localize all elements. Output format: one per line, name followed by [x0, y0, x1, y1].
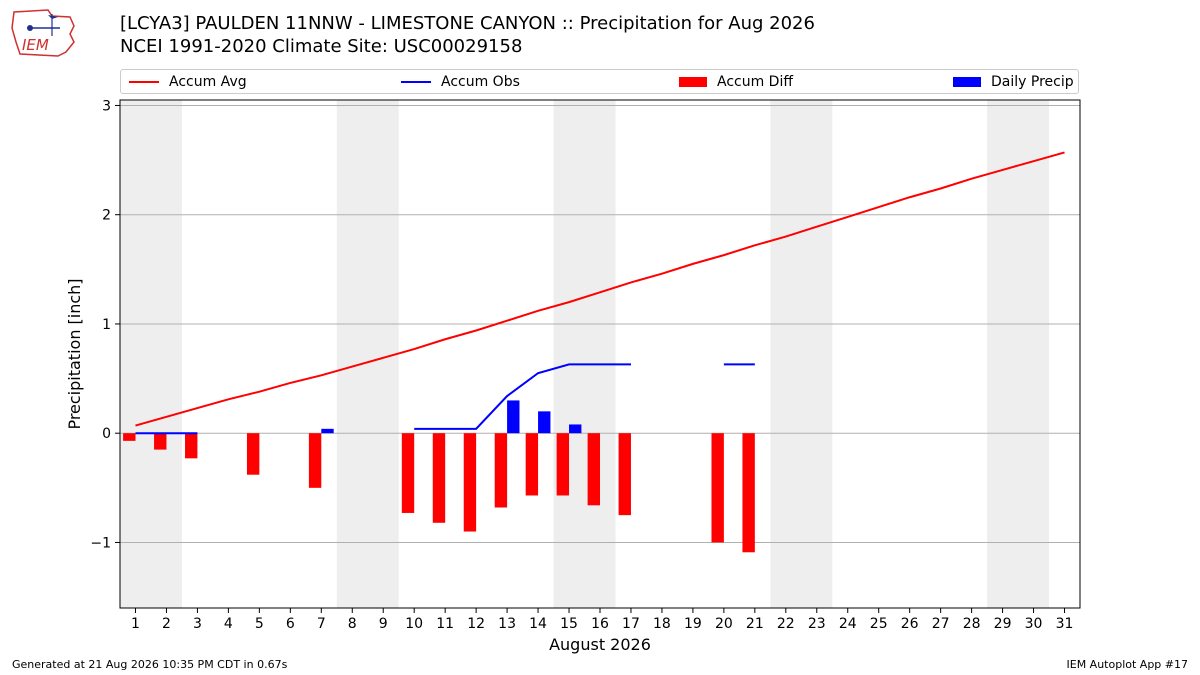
- y-tick-label-0: −1: [90, 535, 111, 551]
- x-tick-label-23: 23: [808, 616, 826, 632]
- weekend-band-2: [336, 100, 399, 608]
- legend-swatch-diff: [679, 76, 707, 87]
- legend-item-accum-diff: Accum Diff: [679, 70, 793, 93]
- legend-label-accum-avg: Accum Avg: [169, 73, 247, 90]
- y-tick-label-3: 2: [102, 208, 111, 224]
- x-tick-label-4: 4: [224, 616, 233, 632]
- app-note: IEM Autoplot App #17: [1066, 658, 1189, 671]
- x-tick-label-6: 6: [286, 616, 295, 632]
- y-tick-label-4: 3: [102, 98, 111, 114]
- accum-diff-bar-1: [123, 433, 136, 441]
- iem-logo: IEM: [11, 9, 75, 57]
- chart-title: [LCYA3] PAULDEN 11NNW - LIMESTONE CANYON…: [120, 12, 815, 58]
- x-tick-label-11: 11: [436, 616, 454, 632]
- x-tick-label-15: 15: [560, 616, 578, 632]
- x-tick-label-21: 21: [746, 616, 764, 632]
- generated-note: Generated at 21 Aug 2026 10:35 PM CDT in…: [12, 658, 288, 671]
- x-tick-label-29: 29: [994, 616, 1012, 632]
- accum-diff-bar-14: [525, 433, 539, 496]
- daily-precip-bar-7: [321, 428, 334, 434]
- accum-diff-bar-16: [587, 433, 600, 506]
- daily-precip-bar-15: [569, 424, 582, 434]
- accum-diff-bar-20: [711, 433, 724, 543]
- legend-label-accum-diff: Accum Diff: [717, 73, 794, 90]
- legend-swatch-obs: [401, 80, 431, 83]
- accum-diff-bar-13: [494, 433, 508, 508]
- title-line-1: [LCYA3] PAULDEN 11NNW - LIMESTONE CANYON…: [120, 13, 815, 34]
- daily-precip-bar-14: [538, 411, 551, 434]
- y-axis-label: Precipitation [inch]: [65, 278, 84, 429]
- x-tick-label-31: 31: [1056, 616, 1074, 632]
- title-line-2: NCEI 1991-2020 Climate Site: USC00029158: [120, 36, 523, 57]
- x-tick-label-8: 8: [348, 616, 357, 632]
- y-tick-label-1: 0: [102, 426, 111, 442]
- x-tick-label-16: 16: [591, 616, 609, 632]
- accum-diff-bar-2: [154, 433, 167, 450]
- x-tick-label-17: 17: [622, 616, 640, 632]
- accum-diff-bar-15: [556, 433, 570, 496]
- x-tick-label-5: 5: [255, 616, 264, 632]
- legend-label-accum-obs: Accum Obs: [441, 73, 520, 90]
- accum-diff-bar-12: [463, 433, 477, 532]
- x-tick-label-25: 25: [870, 616, 888, 632]
- logo-text: IEM: [22, 36, 49, 54]
- accum-obs-line-2: [414, 363, 631, 430]
- legend-swatch-daily: [953, 76, 981, 87]
- accum-diff-bar-21: [742, 433, 755, 553]
- x-tick-label-22: 22: [777, 616, 795, 632]
- y-tick-label-2: 1: [102, 317, 111, 333]
- x-tick-label-24: 24: [839, 616, 857, 632]
- x-tick-label-19: 19: [684, 616, 702, 632]
- x-tick-label-2: 2: [162, 616, 171, 632]
- x-tick-label-20: 20: [715, 616, 733, 632]
- accum-diff-bar-10: [401, 433, 415, 513]
- legend-item-accum-obs: Accum Obs: [401, 70, 520, 93]
- weekend-band-4: [770, 100, 833, 608]
- legend-item-accum-avg: Accum Avg: [129, 70, 247, 93]
- accum-diff-bar-3: [185, 433, 198, 459]
- accum-diff-bar-11: [432, 433, 446, 523]
- accum-avg-line-1: [135, 151, 1065, 427]
- x-tick-label-1: 1: [131, 616, 140, 632]
- accum-diff-bar-17: [618, 433, 631, 516]
- x-tick-label-3: 3: [193, 616, 202, 632]
- weekend-band-3: [553, 100, 616, 608]
- weekend-band-5: [987, 100, 1050, 608]
- x-tick-label-30: 30: [1025, 616, 1043, 632]
- legend-label-daily-precip: Daily Precip: [991, 73, 1074, 90]
- legend: Accum Avg Accum Obs Accum Diff Daily Pre…: [120, 69, 1079, 94]
- accum-diff-bar-7: [308, 433, 322, 488]
- accum-diff-bar-5: [246, 433, 260, 475]
- legend-item-daily-precip: Daily Precip: [953, 70, 1074, 93]
- x-tick-label-9: 9: [379, 616, 388, 632]
- legend-swatch-avg: [129, 80, 159, 83]
- x-tick-label-14: 14: [529, 616, 547, 632]
- x-axis-label: August 2026: [549, 635, 651, 654]
- x-tick-label-10: 10: [405, 616, 423, 632]
- x-tick-label-27: 27: [932, 616, 950, 632]
- x-tick-label-7: 7: [317, 616, 326, 632]
- x-tick-label-12: 12: [467, 616, 485, 632]
- x-tick-label-26: 26: [901, 616, 919, 632]
- x-tick-label-18: 18: [653, 616, 671, 632]
- x-tick-label-28: 28: [963, 616, 981, 632]
- weekend-band-1: [120, 100, 182, 608]
- daily-precip-bar-13: [507, 400, 520, 434]
- x-tick-label-13: 13: [498, 616, 516, 632]
